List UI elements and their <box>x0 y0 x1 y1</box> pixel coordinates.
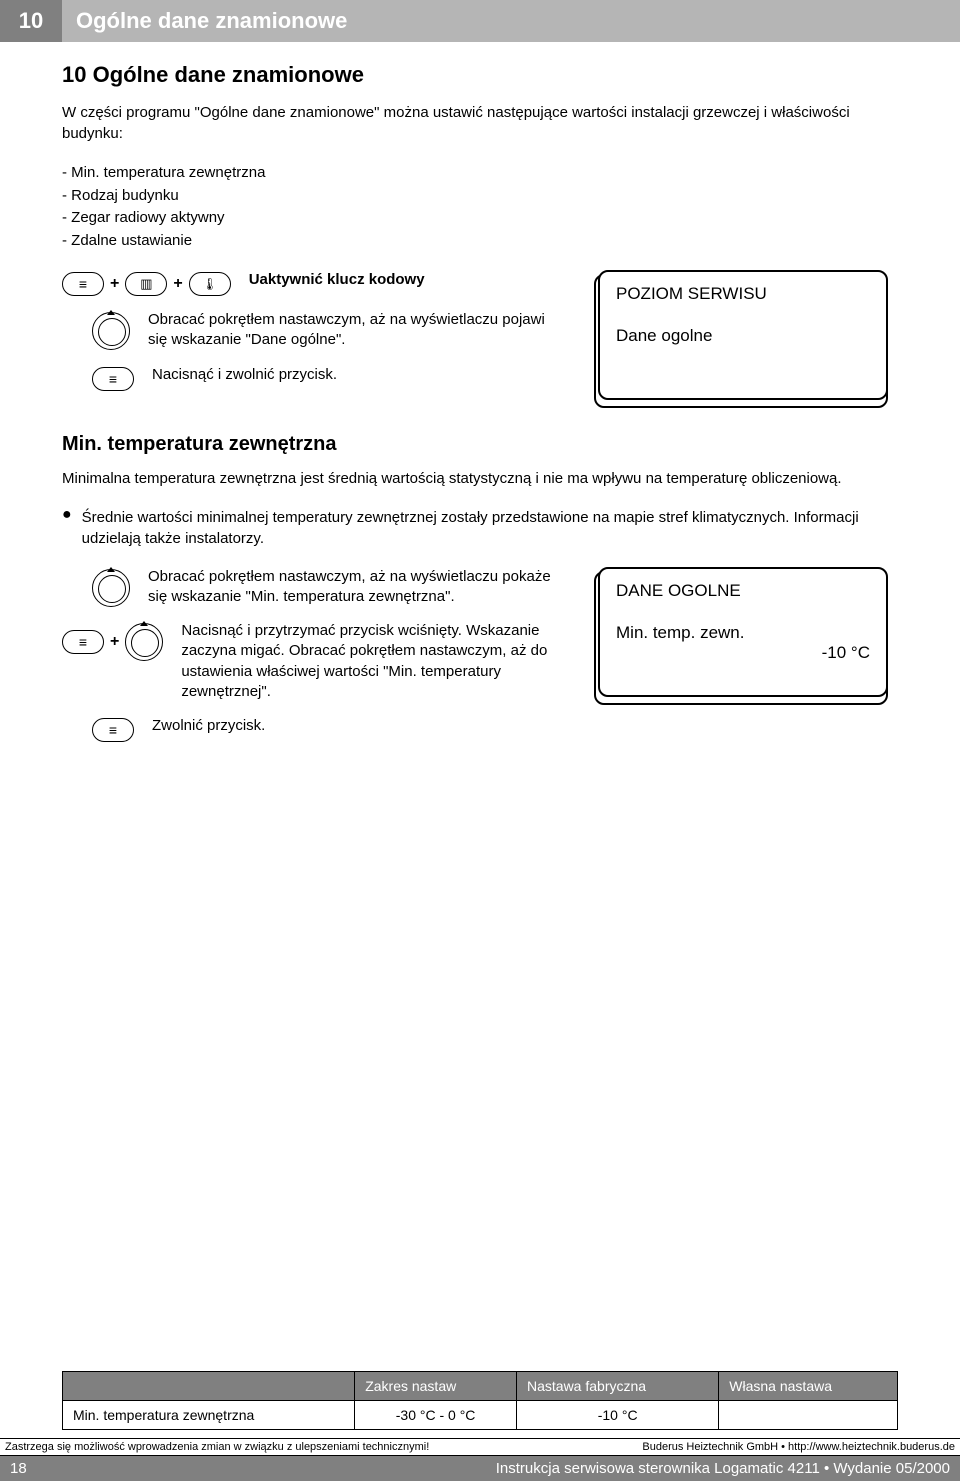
footer-text: Instrukcja serwisowa sterownika Logamati… <box>496 1460 950 1477</box>
page-footer: 18 Instrukcja serwisowa sterownika Logam… <box>0 1456 960 1481</box>
table-header: Nastawa fabryczna <box>517 1372 719 1401</box>
plus-icon: + <box>110 275 119 293</box>
key-combo-row: + + Uaktywnić klucz kodowy <box>62 270 568 296</box>
feature-list: - Min. temperatura zewnętrzna - Rodzaj b… <box>62 162 898 252</box>
table-header <box>63 1372 355 1401</box>
press-text: Nacisnąć i zwolnić przycisk. <box>152 365 568 385</box>
table-cell: -10 °C <box>517 1401 719 1430</box>
display2-line1: DANE OGOLNE <box>616 581 870 601</box>
plus-icon: + <box>110 633 119 651</box>
display-line1: POZIOM SERWISU <box>616 284 870 304</box>
table-header: Własna nastawa <box>719 1372 898 1401</box>
table-cell: -30 °C - 0 °C <box>355 1401 517 1430</box>
chapter-number: 10 <box>0 0 62 42</box>
subsection-paragraph: Minimalna temperatura zewnętrzna jest śr… <box>62 468 898 489</box>
list-item: - Zegar radiowy aktywny <box>62 207 898 230</box>
menu-key-icon <box>92 367 134 391</box>
menu-key-icon <box>92 718 134 742</box>
info-bullet: ● Średnie wartości minimalnej temperatur… <box>62 507 898 549</box>
list-item: - Min. temperatura zewnętrzna <box>62 162 898 185</box>
table-row: Min. temperatura zewnętrzna -30 °C - 0 °… <box>63 1401 898 1430</box>
disclaimer-bar: Zastrzega się możliwość wprowadzenia zmi… <box>0 1438 960 1456</box>
section-title: 10 Ogólne dane znamionowe <box>62 62 898 88</box>
chapter-title: Ogólne dane znamionowe <box>62 0 960 42</box>
display-line2: Dane ogolne <box>616 326 870 346</box>
dial-icon <box>92 569 130 607</box>
table-cell: Min. temperatura zewnętrzna <box>63 1401 355 1430</box>
page-number: 18 <box>10 1460 27 1477</box>
dial-instruction-row: Obracać pokrętłem nastawczym, aż na wyśw… <box>62 567 568 608</box>
press-instruction-row: Nacisnąć i zwolnić przycisk. <box>62 365 568 391</box>
dial-text-2: Obracać pokrętłem nastawczym, aż na wyśw… <box>148 567 568 608</box>
display2-value: -10 °C <box>616 643 870 663</box>
dial-icon <box>125 623 163 661</box>
release-instruction-row: Zwolnić przycisk. <box>62 716 568 742</box>
list-item: - Rodzaj budynku <box>62 185 898 208</box>
dial-icon <box>92 312 130 350</box>
settings-table: Zakres nastaw Nastawa fabryczna Własna n… <box>62 1371 898 1430</box>
thermo-key-icon <box>189 272 231 296</box>
page-header: 10 Ogólne dane znamionowe <box>0 0 960 42</box>
list-item: - Zdalne ustawianie <box>62 230 898 253</box>
table-header: Zakres nastaw <box>355 1372 517 1401</box>
info-bullet-text: Średnie wartości minimalnej temperatury … <box>82 507 898 549</box>
activate-key-code: Uaktywnić klucz kodowy <box>249 270 568 290</box>
release-text: Zwolnić przycisk. <box>152 716 568 736</box>
bullet-dot-icon: ● <box>62 507 72 549</box>
display2-line2-left: Min. temp. zewn. <box>616 623 745 643</box>
menu-key-icon <box>62 630 104 654</box>
plus-icon: + <box>173 275 182 293</box>
disclaimer-left: Zastrzega się możliwość wprowadzenia zmi… <box>5 1441 429 1453</box>
radiator-key-icon <box>125 272 167 296</box>
display-panel: DANE OGOLNE Min. temp. zewn. -10 °C <box>598 567 898 697</box>
intro-text: W części programu "Ogólne dane znamionow… <box>62 102 898 144</box>
hold-text: Nacisnąć i przytrzymać przycisk wciśnięt… <box>181 621 568 702</box>
table-cell <box>719 1401 898 1430</box>
hold-instruction-row: + Nacisnąć i przytrzymać przycisk wciśni… <box>62 621 568 702</box>
menu-key-icon <box>62 272 104 296</box>
dial-text: Obracać pokrętłem nastawczym, aż na wyśw… <box>148 310 568 351</box>
subsection-heading: Min. temperatura zewnętrzna <box>62 433 898 456</box>
disclaimer-right: Buderus Heiztechnik GmbH • http://www.he… <box>642 1441 955 1453</box>
display-panel: POZIOM SERWISU Dane ogolne <box>598 270 898 400</box>
dial-instruction-row: Obracać pokrętłem nastawczym, aż na wyśw… <box>62 310 568 351</box>
